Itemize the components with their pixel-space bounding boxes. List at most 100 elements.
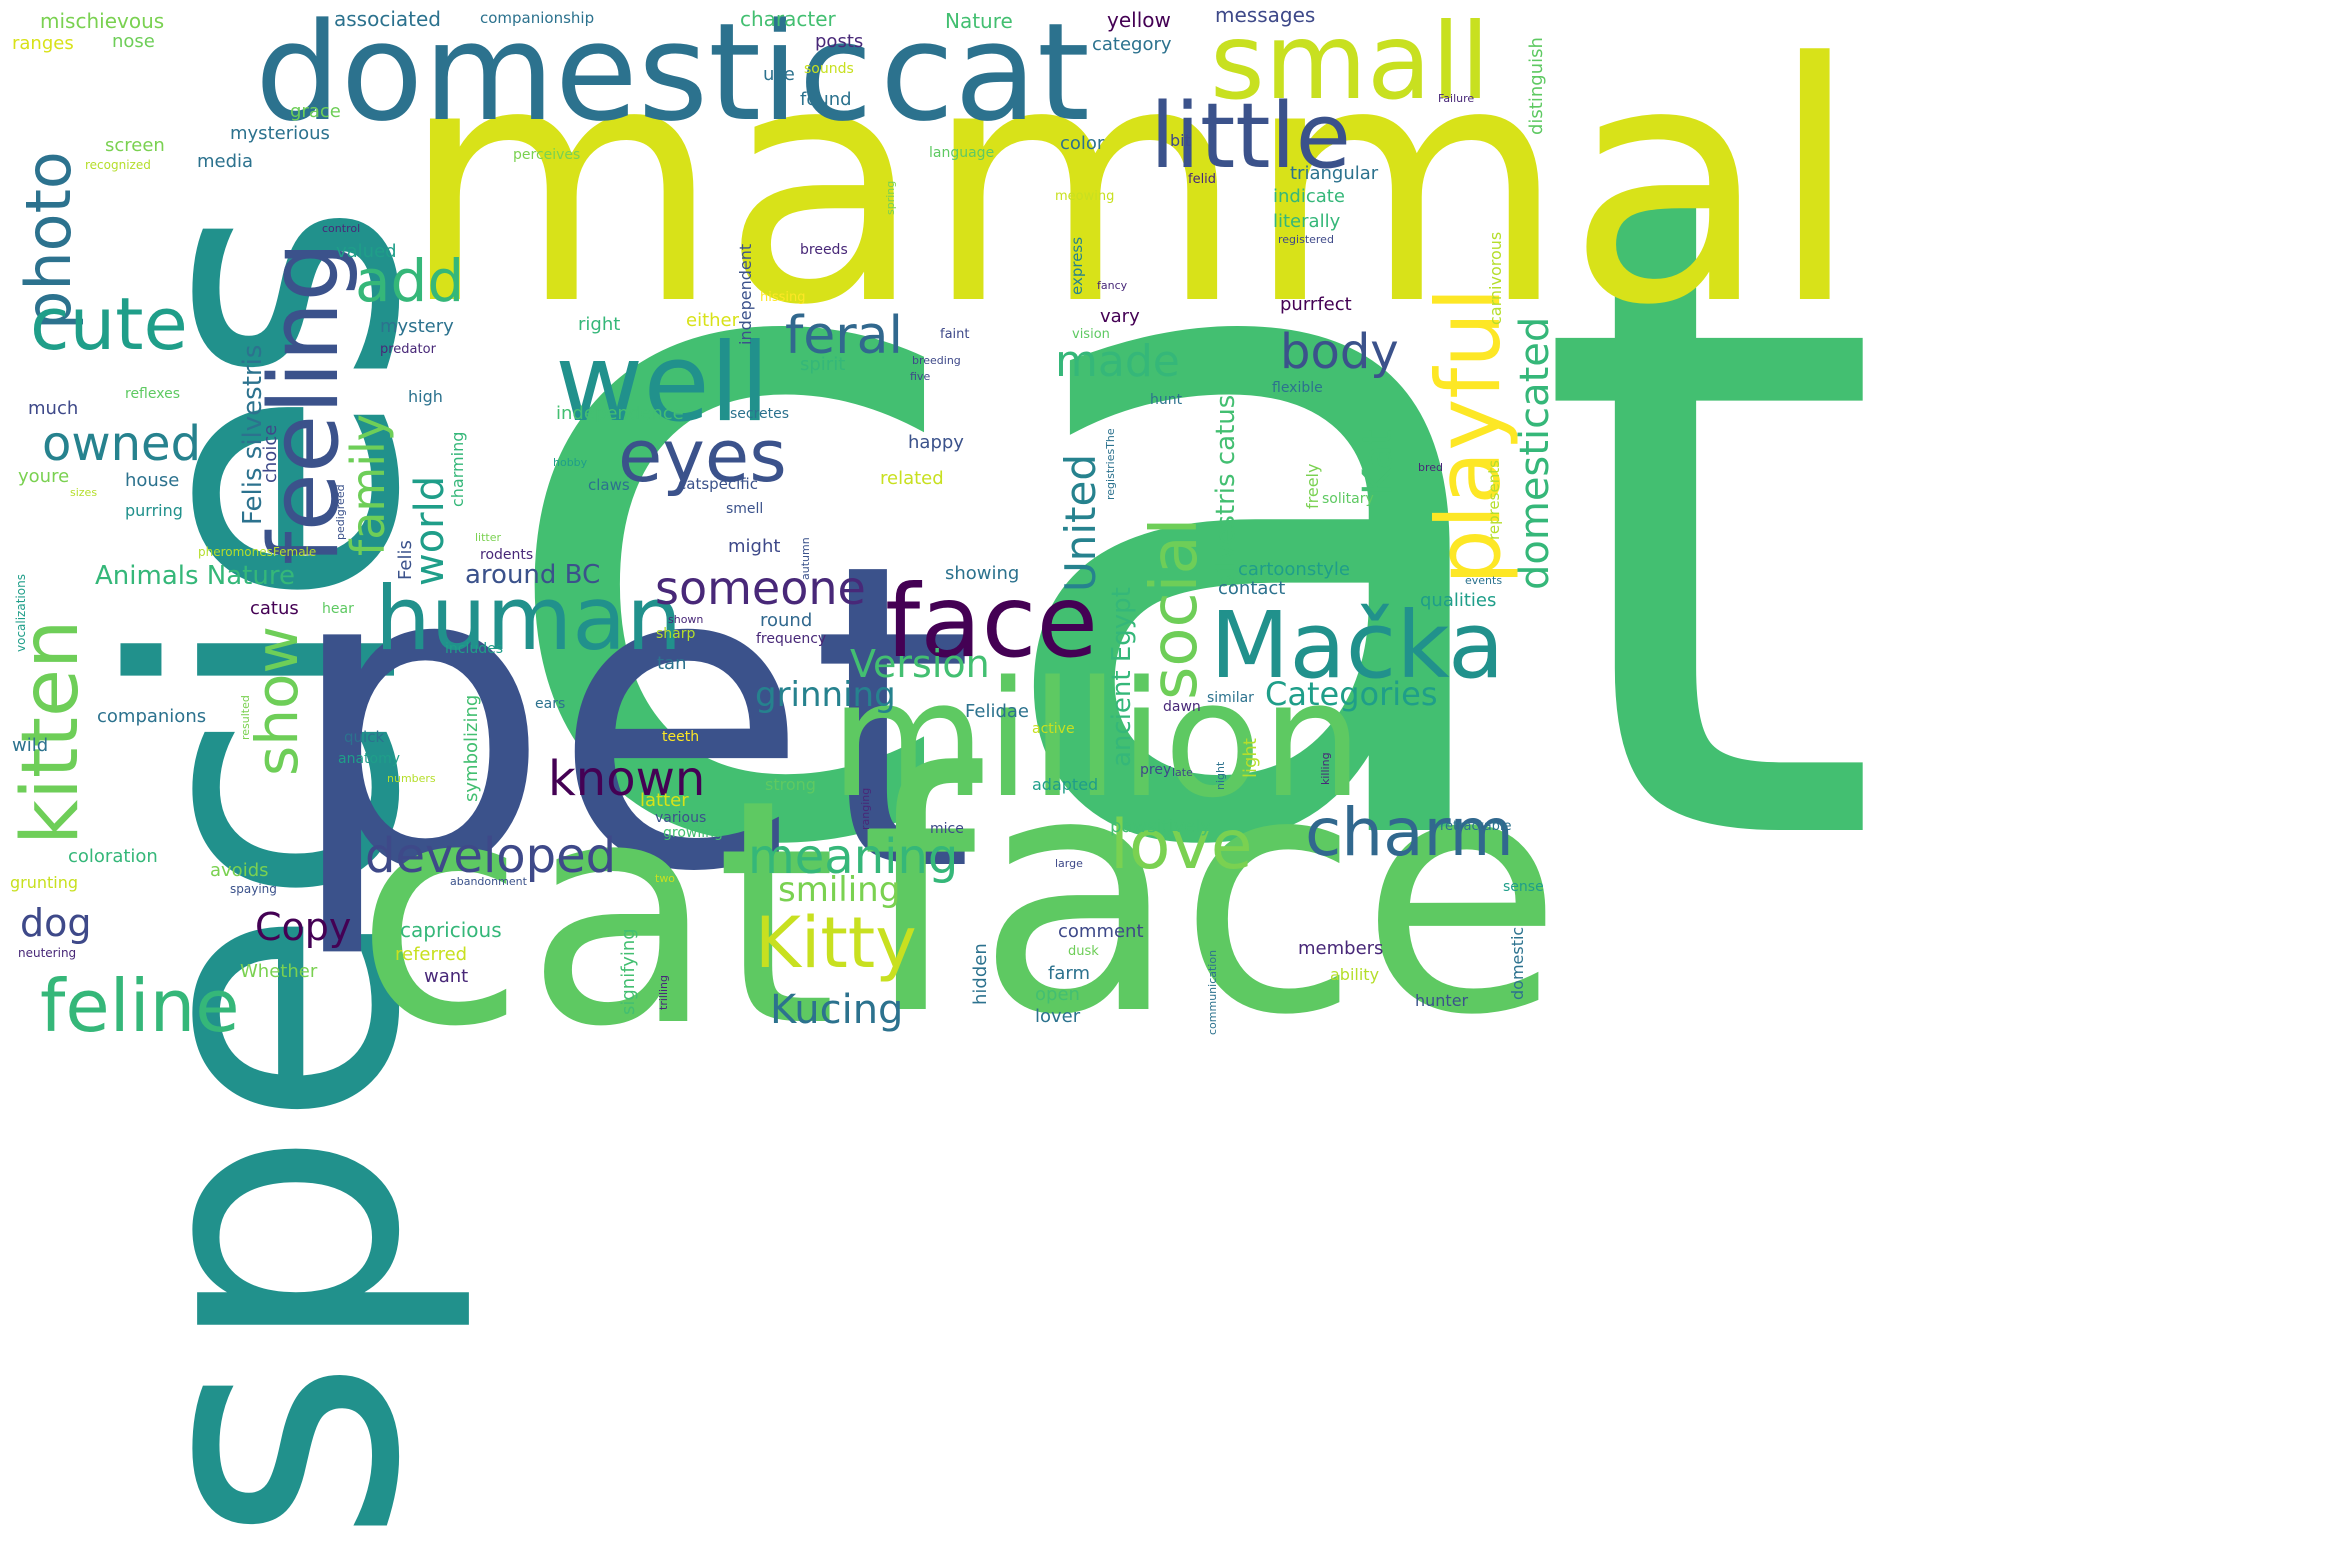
word: category: [1092, 34, 1172, 55]
word: silvestris catus: [1211, 394, 1241, 588]
word: Kitty: [755, 902, 917, 984]
word: retractable: [1440, 819, 1512, 834]
word: coloration: [68, 846, 158, 867]
word: vary: [1100, 306, 1140, 327]
word: capricious: [400, 918, 502, 942]
word: United: [1056, 454, 1105, 592]
word: bred: [1418, 461, 1444, 474]
word: catspecific: [678, 475, 758, 493]
word: referred: [395, 944, 468, 965]
word: Version: [850, 642, 990, 686]
word: late: [1172, 766, 1193, 779]
word: yellow: [1107, 8, 1171, 32]
word: hidden: [970, 943, 991, 1005]
word: solitary: [1322, 491, 1374, 507]
word: happy: [908, 432, 964, 453]
word: grinning: [755, 675, 896, 715]
word: dawn: [1163, 699, 1201, 715]
word: frequency: [756, 631, 827, 647]
word: rodents: [480, 547, 534, 563]
word: resulted: [239, 695, 252, 740]
word: claws: [588, 476, 630, 494]
word: perceives: [513, 147, 581, 163]
word: purrfect: [1280, 294, 1352, 315]
word: media: [197, 151, 254, 172]
word: posts: [815, 31, 864, 52]
word: reflexes: [125, 386, 181, 402]
word: face: [885, 563, 1098, 680]
word: ancient Egypt: [1107, 587, 1137, 767]
word: either: [686, 310, 740, 331]
word: show: [243, 626, 311, 776]
word: high: [408, 387, 443, 406]
word: breeding: [912, 354, 961, 367]
word: want: [424, 966, 469, 987]
word: world: [407, 475, 453, 586]
word: members: [1298, 938, 1384, 959]
word: youre: [18, 466, 70, 487]
word: sounds: [804, 61, 854, 77]
word: body: [1280, 324, 1399, 380]
word: registriesThe: [1104, 428, 1117, 500]
word: feline: [40, 964, 240, 1048]
word: active: [1032, 721, 1075, 737]
word: eyes: [618, 414, 787, 498]
word: sense: [1503, 879, 1544, 895]
word: vision: [1072, 327, 1110, 342]
word: spaying: [230, 882, 277, 896]
word: messages: [1215, 3, 1316, 27]
word: grunting: [10, 873, 79, 892]
word: domesticated: [1512, 316, 1558, 590]
word: light: [1240, 738, 1261, 778]
word: comment: [1058, 921, 1144, 942]
word: Nature: [945, 9, 1013, 33]
word: showing: [945, 563, 1020, 584]
word: use: [763, 64, 795, 85]
word: related: [880, 468, 944, 489]
word: hunt: [1150, 392, 1183, 408]
word: Kat: [1355, 429, 1401, 495]
word: night: [1214, 761, 1227, 790]
word: domestic: [255, 0, 873, 151]
word: litter: [475, 531, 502, 544]
word: associated: [334, 7, 441, 31]
word: language: [929, 145, 995, 161]
word: nose: [112, 31, 155, 52]
word: made: [1055, 336, 1180, 387]
word: ability: [1330, 965, 1380, 984]
word: faint: [940, 327, 970, 342]
word: cat: [485, 0, 1885, 1043]
word: kitten: [6, 619, 96, 845]
word: breeds: [800, 242, 848, 258]
word: wild: [12, 735, 49, 756]
word: ranging: [859, 787, 872, 830]
word: charming: [448, 431, 467, 507]
word: Kucing: [770, 987, 904, 1033]
word: owned: [42, 416, 202, 472]
word: charm: [1305, 794, 1514, 871]
word: dog: [20, 901, 92, 945]
word: character: [740, 7, 836, 31]
word: open: [1035, 984, 1080, 1005]
word: includes: [445, 641, 504, 657]
word: similar: [1207, 690, 1254, 706]
word: large: [1055, 857, 1083, 870]
word: hear: [322, 601, 354, 617]
word: grace: [290, 101, 341, 122]
word: little: [1150, 84, 1351, 189]
word: freely: [1303, 463, 1322, 509]
word: contact: [1218, 578, 1286, 599]
word: mystery: [380, 316, 454, 337]
word: pawsitively: [1110, 816, 1211, 837]
word: literally: [1273, 211, 1341, 232]
word: round: [760, 610, 813, 631]
word: growling: [663, 825, 723, 841]
word: house: [125, 470, 180, 491]
word: independence: [556, 403, 684, 424]
word: well: [555, 321, 770, 446]
word: avoids: [210, 860, 269, 881]
word: domestic: [1508, 926, 1527, 1000]
word: hunter: [1415, 991, 1469, 1010]
word: much: [28, 398, 79, 419]
word: lover: [1035, 1006, 1081, 1027]
